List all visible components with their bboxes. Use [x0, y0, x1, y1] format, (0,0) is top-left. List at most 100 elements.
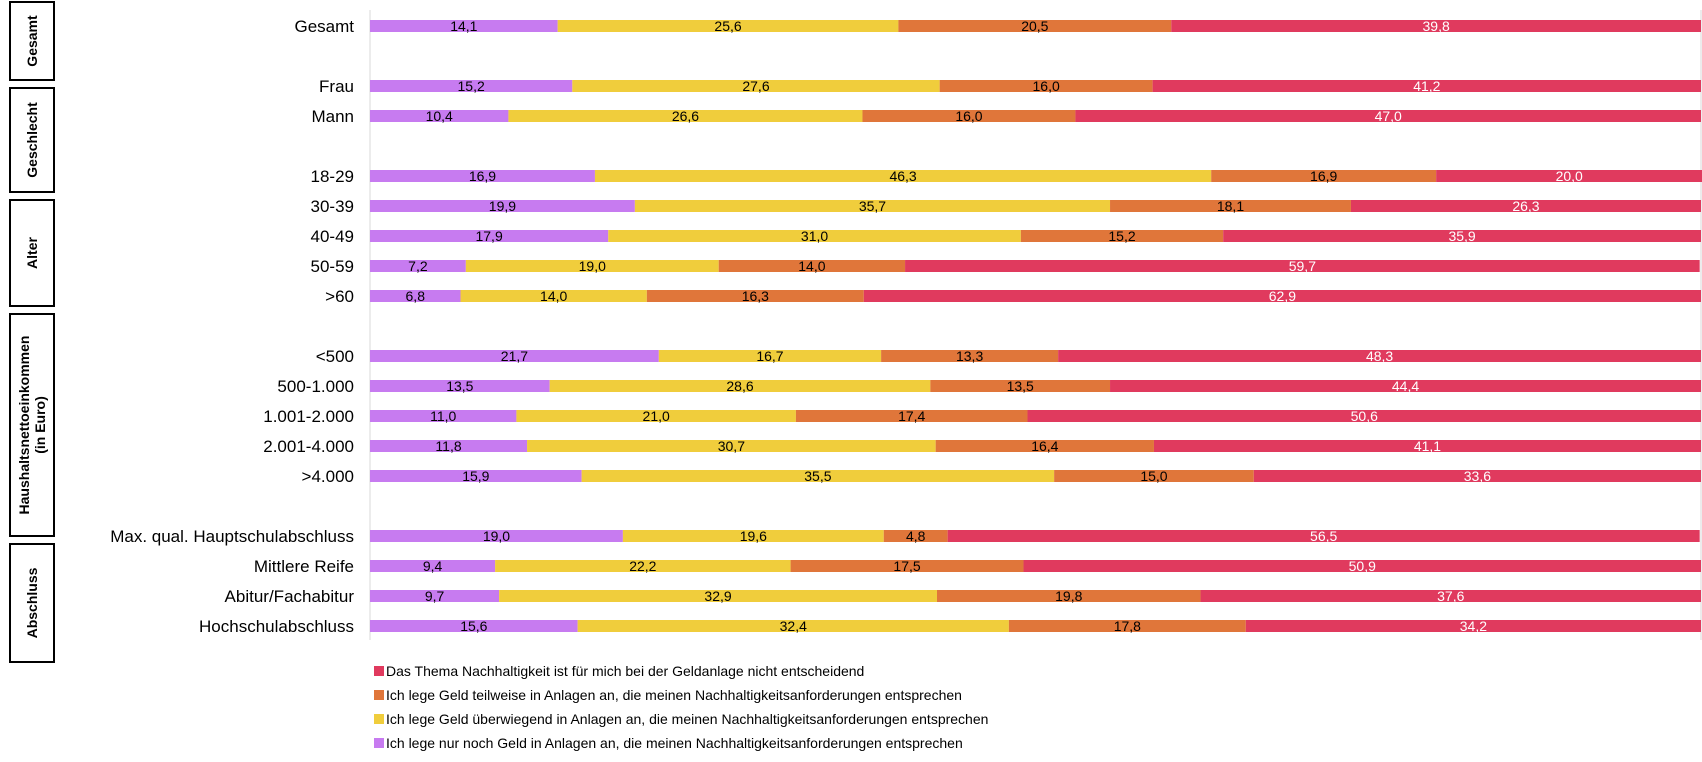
bar-segment	[1436, 170, 1702, 182]
data-label: 6,8	[406, 288, 426, 304]
data-label: 16,9	[1310, 168, 1337, 184]
group-box	[9, 313, 55, 537]
data-label: 56,5	[1310, 528, 1337, 544]
bar-segment	[1153, 440, 1701, 452]
data-label: 16,0	[1033, 78, 1060, 94]
category-label: Mittlere Reife	[254, 557, 354, 576]
bar-segment	[594, 170, 1212, 182]
bar-segment	[795, 410, 1028, 422]
bar-segment	[460, 290, 647, 302]
group-label-sub: (in Euro)	[32, 396, 48, 454]
legend-entry: Ich lege nur noch Geld in Anlagen an, di…	[386, 735, 963, 751]
data-label: 13,5	[446, 378, 473, 394]
category-label: >60	[325, 287, 354, 306]
group-label: Abschluss	[24, 567, 40, 638]
data-label: 44,4	[1392, 378, 1419, 394]
data-label: 15,6	[460, 618, 487, 634]
legend-entry: Ich lege Geld teilweise in Anlagen an, d…	[386, 687, 962, 703]
bar-segment	[549, 380, 931, 392]
legend-swatch	[374, 738, 384, 748]
data-label: 16,0	[955, 108, 982, 124]
category-label: Abitur/Fachabitur	[225, 587, 355, 606]
category-label: 30-39	[311, 197, 354, 216]
data-label: 26,3	[1512, 198, 1539, 214]
category-label: Max. qual. Hauptschulabschluss	[110, 527, 354, 546]
data-label: 26,6	[672, 108, 699, 124]
data-label: 50,9	[1349, 558, 1376, 574]
category-label: Frau	[319, 77, 354, 96]
bar-segment	[1008, 620, 1246, 632]
data-label: 15,2	[1108, 228, 1135, 244]
group-label: Geschlecht	[24, 102, 40, 178]
data-label: 10,4	[426, 108, 453, 124]
data-label: 32,9	[704, 588, 731, 604]
data-label: 15,9	[462, 468, 489, 484]
bar-segment	[370, 200, 635, 212]
bar-segment	[465, 260, 719, 272]
bar-segment	[577, 620, 1009, 632]
bar-segment	[1152, 80, 1701, 92]
bar-segment	[370, 110, 509, 122]
bar-segment	[937, 590, 1201, 602]
data-label: 30,7	[718, 438, 745, 454]
bar-segment	[370, 80, 573, 92]
bar-segment	[1245, 620, 1701, 632]
bar-segment	[905, 260, 1700, 272]
bar-segment	[370, 470, 582, 482]
data-label: 11,8	[435, 438, 461, 454]
data-label: 32,4	[780, 618, 807, 634]
data-label: 17,5	[893, 558, 920, 574]
bar-segment	[370, 620, 578, 632]
data-label: 13,5	[1007, 378, 1034, 394]
bar-segment	[862, 110, 1076, 122]
bar-segment	[370, 230, 609, 242]
bar-segment	[370, 20, 558, 32]
bar-segment	[883, 530, 948, 542]
data-label: 25,6	[714, 18, 741, 34]
bar-segment	[1110, 200, 1351, 212]
data-label: 16,9	[469, 168, 496, 184]
data-label: 41,1	[1414, 438, 1441, 454]
bar-segment	[1058, 350, 1701, 362]
legend-entry: Ich lege Geld überwiegend in Anlagen an,…	[386, 711, 988, 727]
group-label: Alter	[24, 237, 40, 269]
category-label: 500-1.000	[277, 377, 354, 396]
bar-segment	[1023, 560, 1701, 572]
category-label: 50-59	[311, 257, 354, 276]
bar-segment	[1211, 170, 1437, 182]
bar-segment	[516, 410, 796, 422]
bar-segment	[718, 260, 906, 272]
bar-segment	[370, 380, 550, 392]
data-label: 35,7	[859, 198, 886, 214]
data-label: 4,8	[906, 528, 926, 544]
data-label: 21,0	[643, 408, 670, 424]
data-label: 37,6	[1437, 588, 1464, 604]
bar-segment	[370, 170, 595, 182]
data-label: 41,2	[1413, 78, 1440, 94]
group-box	[9, 543, 55, 663]
bar-segment	[898, 20, 1172, 32]
data-label: 13,3	[956, 348, 983, 364]
bar-segment	[370, 410, 517, 422]
data-label: 19,0	[579, 258, 606, 274]
data-label: 27,6	[742, 78, 769, 94]
bar-segment	[572, 80, 940, 92]
legend-swatch	[374, 714, 384, 724]
legend-swatch	[374, 690, 384, 700]
bar-segment	[370, 290, 461, 302]
data-label: 19,9	[489, 198, 516, 214]
data-label: 17,4	[898, 408, 925, 424]
bar-segment	[1110, 380, 1701, 392]
bar-segment	[1027, 410, 1701, 422]
data-label: 35,5	[804, 468, 831, 484]
bar-segment	[581, 470, 1055, 482]
group-label: Gesamt	[24, 15, 40, 67]
data-label: 9,4	[423, 558, 443, 574]
bar-segment	[1054, 470, 1254, 482]
data-label: 20,0	[1556, 168, 1583, 184]
bar-segment	[622, 530, 884, 542]
bar-segment	[1171, 20, 1701, 32]
legend-entry: Das Thema Nachhaltigkeit ist für mich be…	[386, 663, 864, 679]
category-label: 2.001-4.000	[263, 437, 354, 456]
